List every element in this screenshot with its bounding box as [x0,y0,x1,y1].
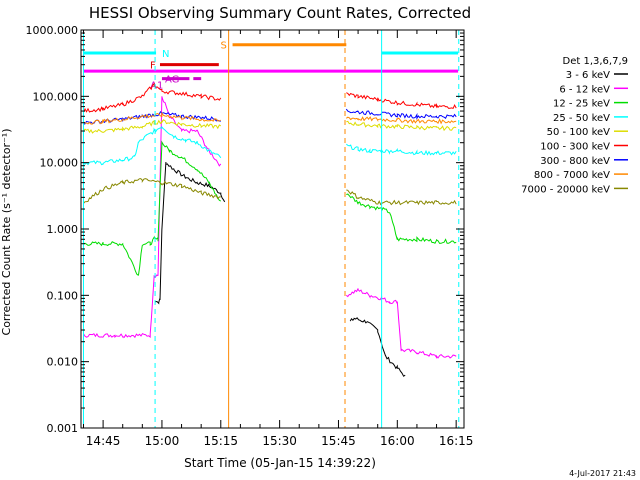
series-line [349,317,406,377]
legend-label: 300 - 800 keV [540,156,610,167]
series-line [83,178,221,204]
x-tick-label: 14:45 [86,434,121,448]
legend-label: 12 - 25 keV [553,99,610,110]
legend-label: 50 - 100 keV [547,127,611,138]
x-tick-label: 16:15 [439,434,474,448]
x-tick-label: 15:45 [321,434,356,448]
series-line [83,96,222,339]
legend-label: 100 - 300 keV [540,142,610,153]
flag-label: S [221,41,227,52]
y-tick-label: 10.000 [40,157,79,170]
series-line [83,82,222,113]
legend: 3 - 6 keV 6 - 12 keV 12 - 25 keV 25 - 50 ke… [521,70,628,195]
legend-label: 6 - 12 keV [559,84,610,95]
series-line [346,120,457,132]
y-axis-label: Corrected Count Rate (s⁻¹ detector⁻¹) [0,129,13,336]
vertical-markers [82,30,460,428]
series-line [346,143,457,156]
y-tick-label: 0.001 [47,422,79,435]
x-tick-label: 15:15 [203,434,238,448]
y-tick-label: 0.100 [47,289,79,302]
x-tick-label: 15:00 [145,434,180,448]
legend-title: Det 1,3,6,7,9 [563,56,628,67]
legend-label: 800 - 7000 keV [534,170,610,181]
legend-label: 25 - 50 keV [553,113,610,124]
y-tick-label: 1.000 [47,223,79,236]
x-tick-label: 15:30 [262,434,297,448]
series-line [346,189,457,206]
x-tick-label: 16:00 [380,434,415,448]
x-axis-label: Start Time (05-Jan-15 14:39:22) [184,456,376,470]
series-line [83,140,222,276]
series-layer [83,82,457,377]
series-line [346,193,457,244]
series-line [155,161,226,305]
series-line [345,288,457,359]
flag-label: N [162,49,169,60]
series-line [83,125,222,166]
series-line [346,116,457,125]
series-line [345,108,457,120]
flag-label: F [150,61,156,72]
flag-label: AG [165,75,179,86]
flag-label: A1 [150,81,163,92]
series-line [83,111,221,125]
series-line [83,119,222,134]
axis-ticks: 0.001 0.010 0.100 1.000 10.000 100.000 1000.00… [26,24,474,448]
y-tick-label: 0.010 [47,356,79,369]
legend-label: 7000 - 20000 keV [521,184,610,195]
timestamp: 4-Jul-2017 21:43 [569,469,636,478]
y-tick-label: 1000.000 [26,24,79,37]
chart-title: HESSI Observing Summary Count Rates, Cor… [89,4,471,22]
series-line [346,92,457,110]
y-tick-label: 100.000 [33,90,79,103]
legend-label: 3 - 6 keV [566,70,610,81]
plot-frame [80,29,465,429]
